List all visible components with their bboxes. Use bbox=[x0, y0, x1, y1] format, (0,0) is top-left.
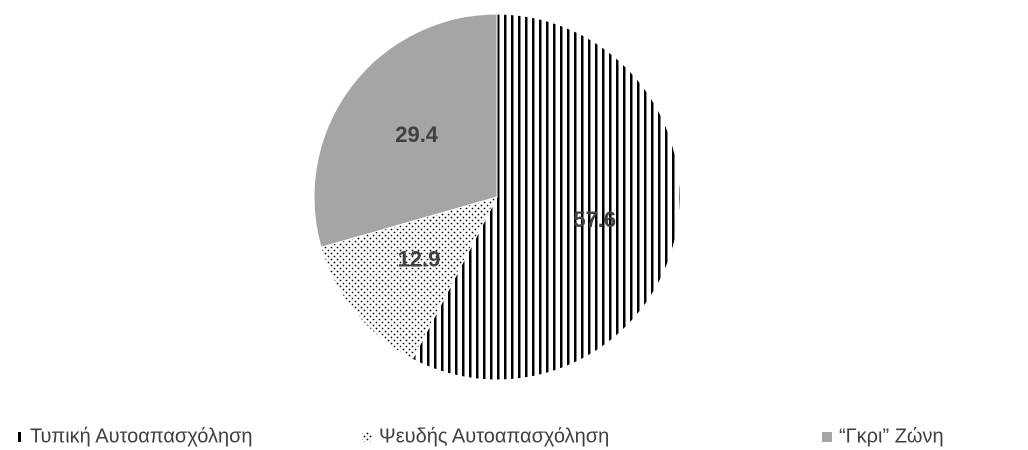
legend-label: “Γκρι” Ζώνη bbox=[839, 425, 944, 447]
legend-label: Ψευδής Αυτοαπασχόληση bbox=[379, 425, 609, 447]
data-label: 12.9 bbox=[398, 246, 441, 271]
data-label: 29.4 bbox=[395, 122, 439, 147]
data-label: 57.6 bbox=[573, 207, 616, 232]
legend-label: Τυπική Αυτοαπασχόληση bbox=[30, 425, 253, 447]
pie-slice bbox=[313, 13, 498, 248]
pie-slice bbox=[320, 196, 498, 360]
legend-marker bbox=[362, 432, 372, 442]
pie-slice bbox=[411, 13, 681, 381]
legend-marker bbox=[18, 432, 21, 442]
legend-marker bbox=[822, 432, 832, 442]
